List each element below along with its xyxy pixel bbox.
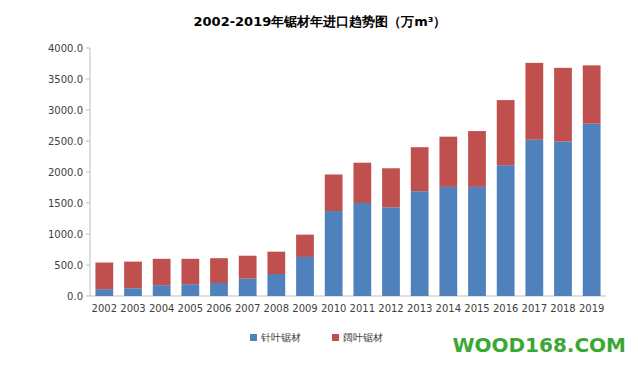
bar [153, 285, 171, 296]
bar [153, 259, 171, 285]
y-tick-label: 2500.0 [48, 136, 83, 147]
legend-label: 阔叶锯材 [343, 332, 383, 343]
x-tick-label: 2017 [522, 303, 547, 314]
x-tick-label: 2015 [464, 303, 489, 314]
x-tick-label: 2011 [350, 303, 375, 314]
bar [468, 187, 486, 296]
x-tick-label: 2004 [149, 303, 174, 314]
x-tick-label: 2012 [378, 303, 403, 314]
y-tick [86, 110, 90, 111]
y-tick-label: 4000.0 [48, 43, 83, 54]
bar [497, 100, 515, 165]
bar [210, 258, 228, 283]
bar [296, 235, 314, 257]
x-tick-label: 2002 [92, 303, 117, 314]
x-tick-label: 2010 [321, 303, 346, 314]
bar [267, 274, 285, 296]
y-tick [86, 172, 90, 173]
bar [353, 163, 371, 203]
watermark: WOOD168.COM [452, 333, 626, 357]
y-tick [86, 265, 90, 266]
bar [325, 211, 343, 296]
bar [468, 131, 486, 187]
bar [181, 284, 199, 296]
x-tick-label: 2005 [178, 303, 203, 314]
y-tick [86, 79, 90, 80]
legend-swatch [332, 334, 339, 341]
x-tick-label: 2009 [292, 303, 317, 314]
bar [95, 289, 113, 296]
bar [239, 256, 257, 279]
y-tick-label: 1500.0 [48, 198, 83, 209]
x-tick-label: 2016 [493, 303, 518, 314]
bar [583, 124, 601, 296]
y-tick [86, 48, 90, 49]
y-tick-label: 0.0 [67, 291, 83, 302]
y-tick-label: 3500.0 [48, 74, 83, 85]
y-tick [86, 203, 90, 204]
bar [210, 283, 228, 296]
bar [382, 168, 400, 207]
bar [525, 63, 543, 140]
legend-swatch [250, 334, 257, 341]
y-tick-label: 1000.0 [48, 229, 83, 240]
bar [497, 165, 515, 296]
x-tick-label: 2014 [436, 303, 461, 314]
bar [439, 187, 457, 296]
legend-label: 针叶锯材 [260, 332, 301, 343]
bar [439, 137, 457, 187]
y-tick [86, 234, 90, 235]
bar [325, 174, 343, 211]
bar [239, 279, 257, 296]
bar [353, 203, 371, 296]
x-tick-label: 2007 [235, 303, 260, 314]
bar [554, 142, 572, 296]
y-tick [86, 141, 90, 142]
y-tick-label: 2000.0 [48, 167, 83, 178]
y-tick-label: 3000.0 [48, 105, 83, 116]
title: 2002-2019年锯材年进口趋势图（万m³） [194, 14, 447, 29]
x-tick-label: 2006 [206, 303, 231, 314]
bar [382, 207, 400, 296]
legend: 针叶锯材 阔叶锯材 [250, 332, 383, 343]
x-tick-label: 2008 [264, 303, 289, 314]
bar [411, 147, 429, 191]
bar [181, 259, 199, 284]
y-tick-label: 500.0 [54, 260, 83, 271]
bar [583, 65, 601, 123]
y-tick [86, 296, 90, 297]
bar [525, 140, 543, 296]
bars [95, 63, 600, 296]
chart: 2002-2019年锯材年进口趋势图（万m³） 0.0 500.0 1000.0 150… [0, 0, 638, 366]
x-tick-label: 2019 [579, 303, 604, 314]
x-tick-label: 2003 [120, 303, 145, 314]
bar [124, 288, 142, 296]
bar [554, 68, 572, 142]
bar [267, 252, 285, 274]
bar [296, 257, 314, 296]
x-tick-label: 2013 [407, 303, 432, 314]
bar [411, 191, 429, 296]
bar [95, 263, 113, 290]
bar [124, 262, 142, 289]
x-tick-label: 2018 [550, 303, 575, 314]
y-axis [90, 48, 91, 296]
